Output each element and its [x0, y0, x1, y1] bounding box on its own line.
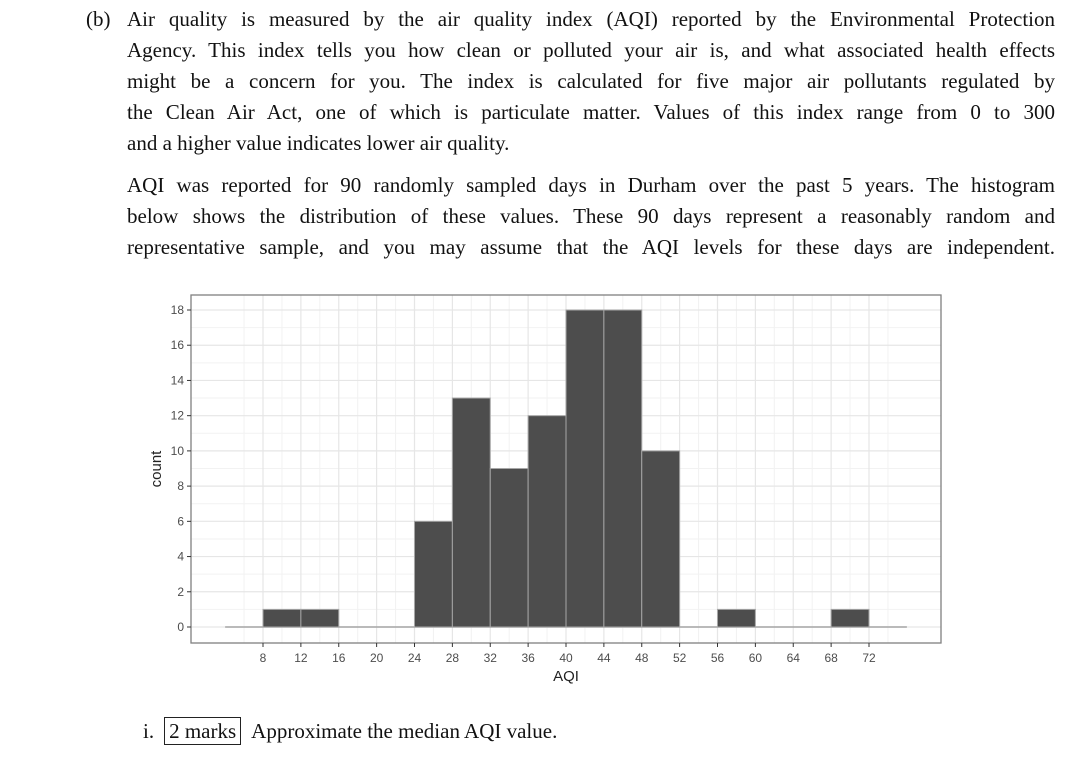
sample-paragraph: AQI was reported for 90 randomly sampled… — [127, 170, 1055, 263]
paragraph-line: and a higher value indicates lower air q… — [127, 131, 510, 155]
x-tick-label: 12 — [294, 651, 308, 665]
histogram-bar — [489, 468, 529, 628]
x-tick-label: 16 — [332, 651, 346, 665]
x-tick-label: 68 — [824, 651, 838, 665]
histogram-bar — [451, 397, 491, 628]
x-tick-label: 52 — [673, 651, 687, 665]
paragraph-line: below shows the distribution of these va… — [127, 204, 1055, 228]
histogram-bars — [262, 309, 870, 628]
y-tick-label: 16 — [171, 338, 185, 352]
y-axis-title: count — [148, 450, 165, 488]
histogram-bar — [717, 608, 756, 628]
histogram-bar — [565, 309, 605, 628]
y-tick-label: 0 — [177, 620, 184, 634]
y-tick-label: 18 — [171, 303, 185, 317]
x-tick-label: 64 — [787, 651, 801, 665]
x-tick-label: 72 — [862, 651, 876, 665]
y-tick-label: 6 — [177, 514, 184, 528]
histogram-bar — [830, 608, 870, 628]
y-axis: 0 2 4 6 8 10 12 14 16 18 — [171, 303, 191, 634]
x-tick-label: 20 — [370, 651, 384, 665]
y-tick-label: 14 — [171, 373, 185, 387]
histogram-bar — [641, 450, 681, 628]
y-tick-label: 2 — [177, 585, 184, 599]
x-tick-label: 44 — [597, 651, 611, 665]
x-tick-label: 32 — [484, 651, 498, 665]
question-number: i. — [143, 719, 155, 743]
paragraph-line: Agency. This index tells you how clean o… — [127, 38, 1055, 62]
x-tick-label: 40 — [559, 651, 573, 665]
paragraph-line: might be a concern for you. The index is… — [127, 69, 1055, 93]
question-item: i. 2 marks Approximate the median AQI va… — [143, 716, 557, 746]
marks-badge: 2 marks — [164, 717, 242, 745]
x-tick-label: 48 — [635, 651, 649, 665]
y-tick-label: 4 — [177, 550, 184, 564]
paragraph-line: representative sample, and you may assum… — [127, 235, 1055, 259]
x-tick-label: 56 — [711, 651, 725, 665]
x-tick-label: 28 — [446, 651, 460, 665]
paragraph-line: the Clean Air Act, one of which is parti… — [127, 100, 1055, 124]
x-tick-label: 8 — [260, 651, 267, 665]
part-label: (b) — [86, 7, 111, 31]
intro-paragraph: Air quality is measured by the air quali… — [127, 4, 1055, 159]
y-tick-label: 10 — [171, 444, 185, 458]
y-tick-label: 8 — [177, 479, 184, 493]
x-tick-label: 24 — [408, 651, 422, 665]
histogram-bar — [300, 608, 340, 628]
x-axis: 8 12 16 20 24 28 32 36 40 44 48 52 56 60 64 68 72 — [260, 643, 876, 665]
x-tick-label: 36 — [521, 651, 535, 665]
histogram-bar — [603, 309, 643, 628]
question-text: Approximate the median AQI value. — [251, 719, 558, 743]
x-tick-label: 60 — [749, 651, 763, 665]
histogram-bar — [414, 520, 453, 628]
y-tick-label: 12 — [171, 409, 185, 423]
histogram-bar — [527, 415, 567, 628]
paragraph-line: AQI was reported for 90 randomly sampled… — [127, 173, 1055, 197]
histogram-bar — [262, 608, 302, 628]
x-axis-title: AQI — [553, 668, 579, 685]
paragraph-line: Air quality is measured by the air quali… — [127, 7, 1055, 31]
